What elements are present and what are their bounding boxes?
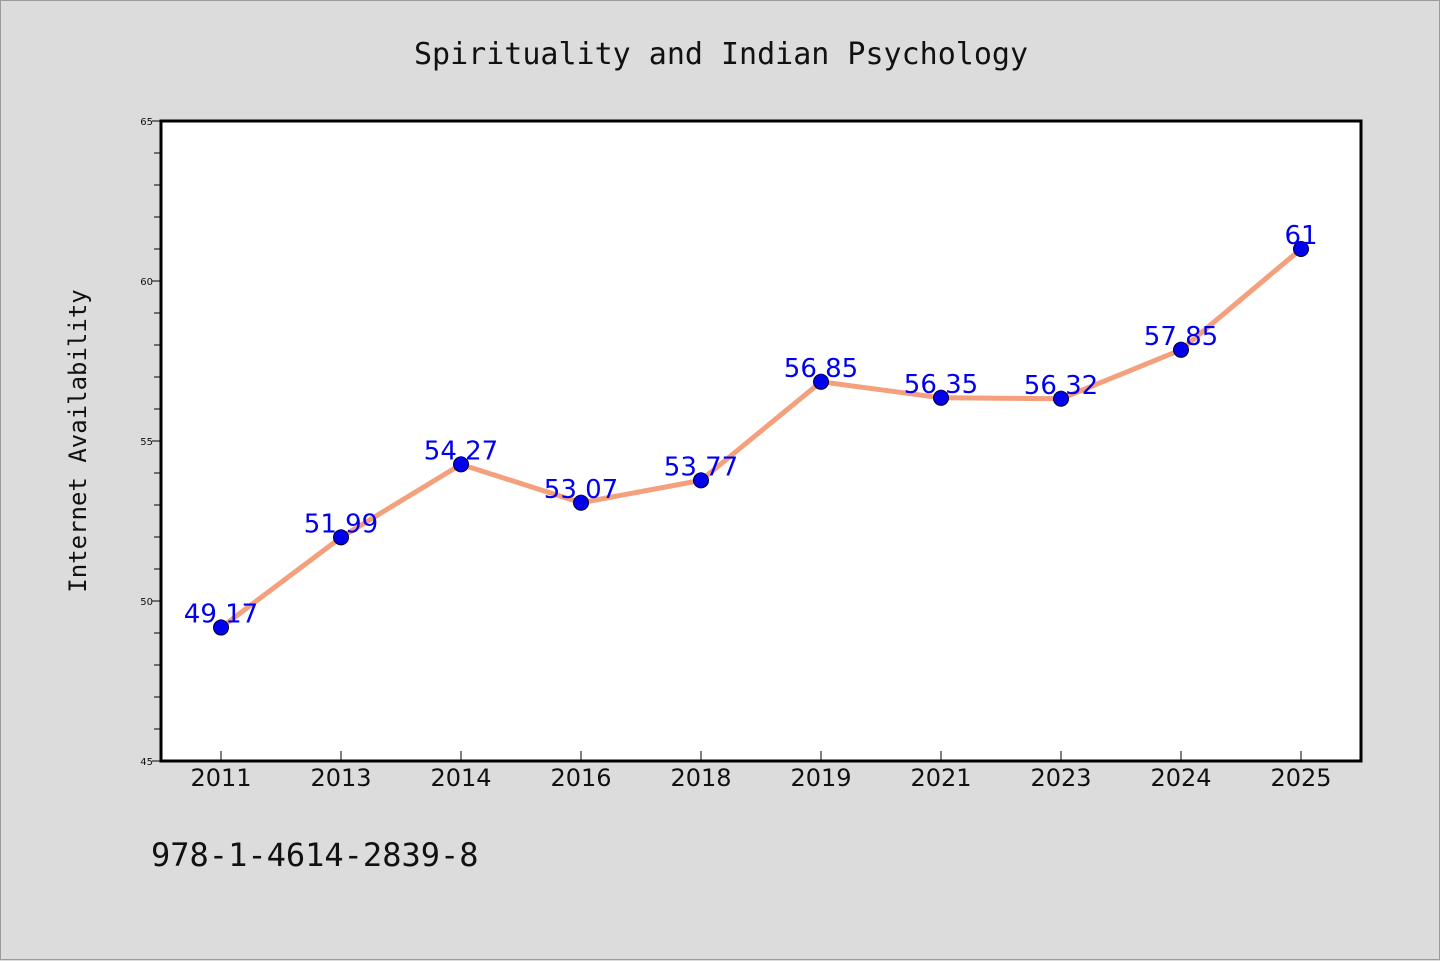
y-tick-label: 45 xyxy=(140,757,153,768)
data-point xyxy=(933,389,949,406)
data-point xyxy=(213,619,229,636)
x-tick-label: 2023 xyxy=(1030,764,1091,792)
x-axis: 2011 2013 2014 2016 2018 2019 2021 2023 2024 2025 xyxy=(190,751,1332,792)
data-label: 56.32 xyxy=(1024,371,1098,401)
data-label: 51.99 xyxy=(304,509,378,539)
series-layer: 49.17 51.99 54.27 53.07 53.77 56.85 56.35 56.32… xyxy=(184,221,1318,636)
data-label: 49.17 xyxy=(184,600,258,630)
x-tick-label: 2025 xyxy=(1270,764,1331,792)
x-tick-label: 2016 xyxy=(550,764,611,792)
x-tick-label: 2018 xyxy=(670,764,731,792)
data-label: 57.85 xyxy=(1144,322,1218,352)
x-tick-label: 2024 xyxy=(1150,764,1211,792)
data-label: 56.85 xyxy=(784,354,858,384)
x-tick-label: 2019 xyxy=(790,764,851,792)
data-point xyxy=(1293,241,1309,257)
x-tick-label: 2011 xyxy=(190,764,251,792)
data-label: 61 xyxy=(1284,221,1317,251)
data-point xyxy=(1173,341,1189,358)
x-tick-label: 2014 xyxy=(430,764,491,792)
data-point xyxy=(1053,390,1069,407)
data-point xyxy=(453,456,469,473)
plot-border xyxy=(159,119,1363,763)
data-label: 56.35 xyxy=(904,370,978,400)
data-point xyxy=(813,373,829,390)
data-point xyxy=(333,529,349,546)
y-tick-label: 65 xyxy=(140,117,153,128)
y-axis-label: Internet Availability xyxy=(64,289,92,592)
data-point xyxy=(693,472,709,489)
y-tick-label: 50 xyxy=(140,597,153,608)
x-tick-label: 2013 xyxy=(310,764,371,792)
footer-code: 978-1-4614-2839-8 xyxy=(151,836,479,874)
plot-area xyxy=(161,121,1361,761)
data-label: 54.27 xyxy=(424,436,498,466)
data-label: 53.07 xyxy=(544,475,618,505)
chart-title: Spirituality and Indian Psychology xyxy=(414,37,1028,72)
x-tick-label: 2021 xyxy=(910,764,971,792)
y-tick-label: 60 xyxy=(140,277,153,288)
data-point xyxy=(573,494,589,511)
y-tick-label: 55 xyxy=(140,437,153,448)
y-axis: 45 50 55 60 65 xyxy=(140,117,161,768)
series-line xyxy=(218,246,1304,631)
data-label: 53.77 xyxy=(664,452,738,482)
